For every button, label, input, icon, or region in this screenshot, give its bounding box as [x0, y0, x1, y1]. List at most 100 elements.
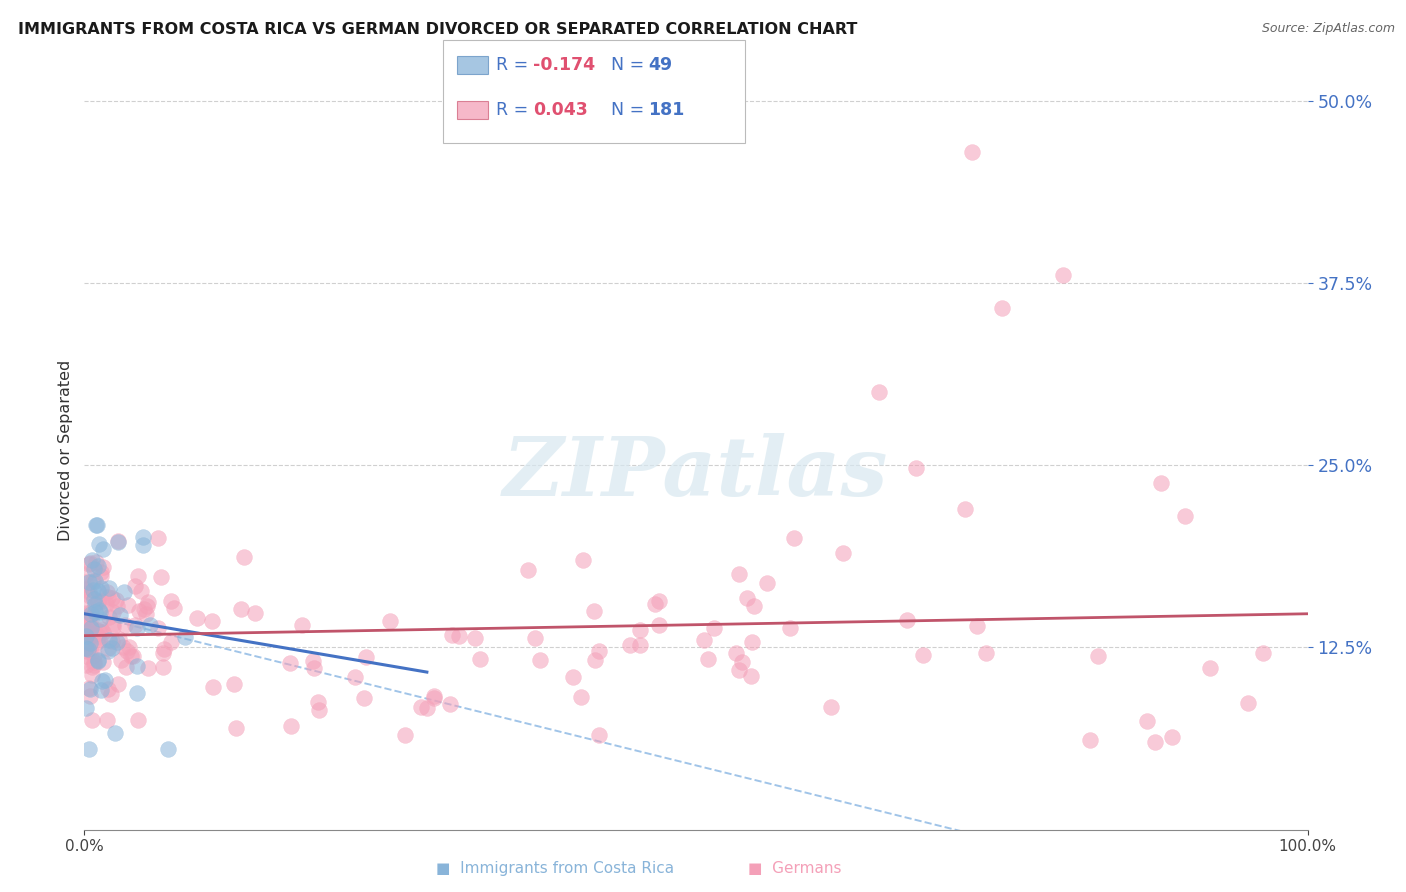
- Point: [1150, 475, 1173, 490]
- Point: [163, 601, 186, 615]
- Point: [583, 604, 606, 618]
- Point: [97, 591, 120, 605]
- Point: [94, 597, 117, 611]
- Point: [87, 624, 110, 638]
- Point: [80, 606, 103, 620]
- Point: [77, 574, 100, 589]
- Point: [644, 598, 666, 612]
- Point: [139, 617, 162, 632]
- Point: [1136, 714, 1159, 728]
- Point: [83, 598, 105, 612]
- Point: [529, 653, 551, 667]
- Point: [87, 629, 110, 643]
- Point: [86, 634, 108, 648]
- Point: [1199, 661, 1222, 675]
- Point: [152, 660, 174, 674]
- Point: [75, 648, 97, 663]
- Point: [278, 656, 301, 670]
- Point: [125, 686, 148, 700]
- Point: [562, 670, 585, 684]
- Point: [89, 537, 111, 551]
- Point: [953, 501, 976, 516]
- Point: [741, 635, 763, 649]
- Point: [87, 583, 110, 598]
- Point: [79, 629, 101, 643]
- Point: [703, 621, 725, 635]
- Text: 181: 181: [648, 101, 685, 119]
- Point: [83, 562, 105, 576]
- Point: [727, 567, 749, 582]
- Point: [98, 633, 121, 648]
- Point: [75, 657, 97, 672]
- Point: [1087, 648, 1109, 663]
- Point: [107, 534, 129, 549]
- Point: [89, 605, 111, 619]
- Point: [80, 612, 103, 626]
- Point: [75, 574, 97, 589]
- Point: [1174, 509, 1197, 524]
- Point: [468, 652, 491, 666]
- Point: [224, 677, 246, 691]
- Point: [83, 658, 105, 673]
- Point: [115, 660, 138, 674]
- Point: [82, 713, 104, 727]
- Point: [122, 649, 145, 664]
- Point: [84, 574, 107, 589]
- Point: [87, 624, 110, 638]
- Point: [86, 653, 108, 667]
- Point: [647, 594, 669, 608]
- Point: [343, 670, 366, 684]
- Point: [108, 608, 131, 623]
- Point: [1144, 735, 1167, 749]
- Point: [91, 656, 114, 670]
- Point: [93, 625, 115, 640]
- Point: [90, 568, 112, 582]
- Point: [79, 742, 101, 756]
- Point: [353, 691, 375, 706]
- Point: [87, 594, 110, 608]
- Point: [79, 681, 101, 696]
- Point: [186, 611, 208, 625]
- Point: [79, 690, 101, 704]
- Point: [416, 700, 439, 714]
- Point: [120, 648, 142, 663]
- Point: [101, 606, 124, 620]
- Point: [105, 599, 128, 613]
- Point: [112, 584, 135, 599]
- Point: [75, 582, 97, 597]
- Point: [82, 660, 104, 674]
- Point: [114, 617, 136, 632]
- Point: [75, 629, 97, 643]
- Text: -0.174: -0.174: [533, 56, 595, 74]
- Point: [160, 594, 183, 608]
- Point: [82, 583, 104, 598]
- Point: [83, 632, 105, 647]
- Point: [75, 624, 97, 639]
- Point: [127, 568, 149, 582]
- Text: 49: 49: [648, 56, 672, 74]
- Point: [136, 661, 159, 675]
- Point: [409, 700, 432, 714]
- Point: [1237, 696, 1260, 710]
- Point: [132, 530, 155, 544]
- Point: [896, 613, 918, 627]
- Point: [152, 646, 174, 660]
- Point: [583, 653, 606, 667]
- Point: [1052, 268, 1074, 283]
- Point: [82, 668, 104, 682]
- Point: [783, 531, 806, 545]
- Point: [693, 632, 716, 647]
- Point: [91, 594, 114, 608]
- Point: [440, 628, 463, 642]
- Point: [127, 659, 149, 673]
- Point: [83, 655, 105, 669]
- Text: ■  Immigrants from Costa Rica: ■ Immigrants from Costa Rica: [436, 861, 675, 876]
- Point: [727, 663, 749, 677]
- Point: [77, 681, 100, 695]
- Point: [1080, 733, 1102, 747]
- Point: [107, 535, 129, 549]
- Point: [697, 652, 720, 666]
- Point: [280, 719, 302, 733]
- Point: [105, 634, 128, 648]
- Point: [87, 595, 110, 609]
